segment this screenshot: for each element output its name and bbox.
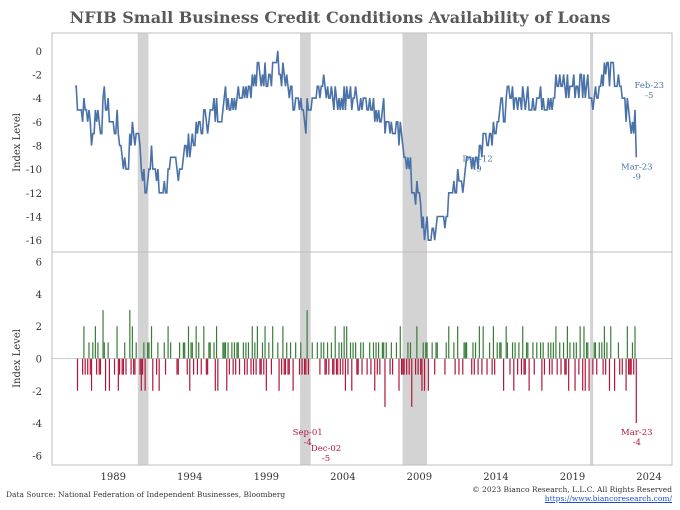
recession-band-2	[402, 33, 428, 465]
top-annotation-label-0: Dec-12	[462, 154, 492, 164]
x-tick-label: 1999	[254, 472, 279, 483]
recession-band-1	[300, 33, 311, 465]
bottom-y-tick-label: -2	[32, 387, 42, 398]
top-annotation-label-2: Mar-23	[621, 162, 653, 172]
x-tick-label: 1989	[101, 472, 126, 483]
availability-line	[75, 50, 638, 241]
recession-band-0	[137, 33, 149, 465]
bottom-y-tick-label: 2	[36, 322, 42, 333]
copyright-note: © 2023 Bianco Research, L.L.C. All Right…	[472, 485, 672, 503]
bottom-y-tick-label: -4	[32, 419, 42, 430]
chart-title: NFIB Small Business Credit Conditions Av…	[69, 8, 611, 27]
top-y-tick-label: -8	[32, 141, 42, 152]
top-y-tick-label: -2	[32, 70, 42, 81]
top-annotation-value-1: -5	[645, 91, 653, 101]
x-tick-label: 2004	[330, 472, 355, 483]
bottom-annotation-label-2: Mar-23	[621, 428, 653, 438]
bottom-annotation-label-1: Dec-02	[311, 444, 341, 454]
bottom-annotation-value-2: -4	[633, 438, 641, 448]
top-y-tick-label: -4	[32, 94, 42, 105]
top-annotation-value-0: -9	[473, 164, 481, 174]
bottom-y-tick-label: 4	[36, 290, 42, 301]
copyright-text: © 2023 Bianco Research, L.L.C. All Right…	[472, 485, 672, 494]
bottom-y-axis-label: Index Level	[12, 329, 23, 388]
top-y-tick-label: 0	[36, 47, 42, 58]
plot-frame	[51, 32, 673, 466]
x-tick-label: 1994	[177, 472, 202, 483]
bottom-annotation-value-0: -4	[304, 438, 312, 448]
top-y-tick-label: -14	[26, 212, 42, 223]
website-link[interactable]: https://www.biancoresearch.com/	[544, 494, 672, 503]
bottom-y-tick-label: 0	[36, 355, 42, 366]
top-annotation-value-2: -9	[633, 172, 641, 182]
top-y-tick-label: -10	[26, 165, 42, 176]
bottom-y-tick-label: -6	[32, 451, 42, 462]
x-tick-label: 2024	[636, 472, 661, 483]
x-tick-label: 2019	[560, 472, 585, 483]
data-source-note: Data Source: National Federation of Inde…	[6, 490, 286, 499]
bottom-annotation-label-0: Sep-01	[293, 428, 323, 438]
x-tick-label: 2009	[407, 472, 432, 483]
bottom-y-tick-label: 6	[36, 258, 42, 269]
top-y-tick-label: -6	[32, 118, 42, 129]
top-y-tick-label: -12	[26, 189, 42, 200]
recession-band-3	[590, 33, 594, 465]
top-y-axis-label: Index Level	[12, 113, 23, 172]
x-tick-label: 2014	[483, 472, 508, 483]
top-annotation-label-1: Feb-23	[634, 81, 664, 91]
top-y-tick-label: -16	[26, 236, 42, 247]
bottom-annotation-value-1: -5	[322, 454, 330, 464]
